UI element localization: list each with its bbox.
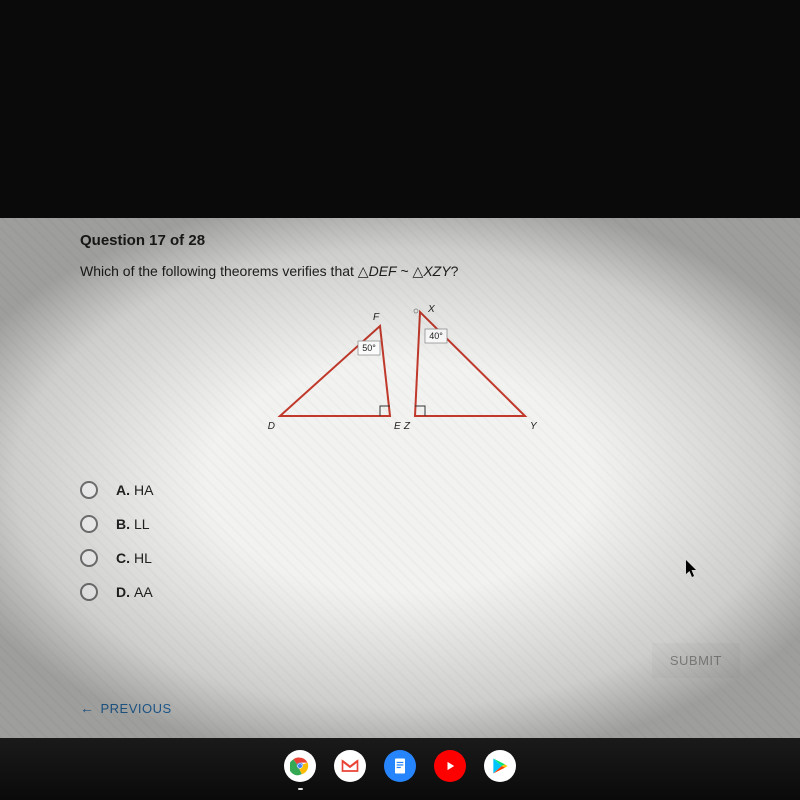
prompt-suffix: ?	[451, 263, 459, 279]
answer-options: A.HA B.LL C.HL D.AA	[80, 476, 720, 606]
triangles-diagram: D E F 50° X Z Y	[80, 296, 720, 446]
gmail-icon[interactable]	[334, 750, 366, 782]
option-label: C.HL	[116, 550, 152, 566]
arrow-left-icon: ←	[80, 700, 95, 716]
chromeos-shelf	[0, 738, 800, 800]
option-letter: D.	[116, 584, 130, 600]
submit-button[interactable]: SUBMIT	[652, 643, 740, 678]
option-a[interactable]: A.HA	[80, 476, 720, 504]
option-letter: A.	[116, 482, 130, 498]
play-store-icon[interactable]	[484, 750, 516, 782]
option-text: HA	[134, 482, 153, 498]
option-b[interactable]: B.LL	[80, 510, 720, 538]
question-text: Which of the following theorems verifies…	[80, 263, 720, 280]
option-letter: B.	[116, 516, 130, 532]
question-header: Question 17 of 28	[80, 232, 720, 249]
prompt-prefix: Which of the following theorems verifies…	[80, 263, 358, 279]
option-text: HL	[134, 550, 152, 566]
option-c[interactable]: C.HL	[80, 544, 720, 572]
triangle-def: D E F 50°	[268, 312, 401, 432]
triangle-symbol-2: △	[413, 263, 424, 279]
angle-40: 40°	[429, 331, 443, 341]
label-e: E	[394, 421, 401, 432]
prompt-middle: ~	[397, 263, 413, 279]
label-y: Y	[530, 421, 538, 432]
label-x: X	[427, 304, 435, 315]
option-label: D.AA	[116, 584, 153, 600]
triangle-xzy: X Z Y 40°	[403, 304, 538, 432]
label-d: D	[268, 421, 275, 432]
label-f: F	[373, 312, 380, 323]
radio-icon	[80, 515, 98, 533]
option-text: LL	[134, 516, 150, 532]
quiz-panel: Question 17 of 28 Which of the following…	[0, 218, 800, 738]
mouse-cursor-icon	[686, 560, 700, 583]
chrome-icon[interactable]	[284, 750, 316, 782]
content-area: Question 17 of 28 Which of the following…	[80, 232, 720, 612]
previous-label: PREVIOUS	[101, 701, 172, 716]
radio-icon	[80, 481, 98, 499]
radio-icon	[80, 549, 98, 567]
triangle-name-1: DEF	[369, 263, 397, 279]
option-label: B.LL	[116, 516, 150, 532]
radio-icon	[80, 583, 98, 601]
label-z: Z	[403, 421, 411, 432]
triangle-symbol-1: △	[358, 263, 369, 279]
option-text: AA	[134, 584, 153, 600]
option-label: A.HA	[116, 482, 153, 498]
docs-icon[interactable]	[384, 750, 416, 782]
option-letter: C.	[116, 550, 130, 566]
youtube-icon[interactable]	[434, 750, 466, 782]
option-d[interactable]: D.AA	[80, 578, 720, 606]
triangle-name-2: XZY	[423, 263, 450, 279]
angle-50: 50°	[362, 343, 376, 353]
previous-link[interactable]: ← PREVIOUS	[80, 700, 172, 716]
